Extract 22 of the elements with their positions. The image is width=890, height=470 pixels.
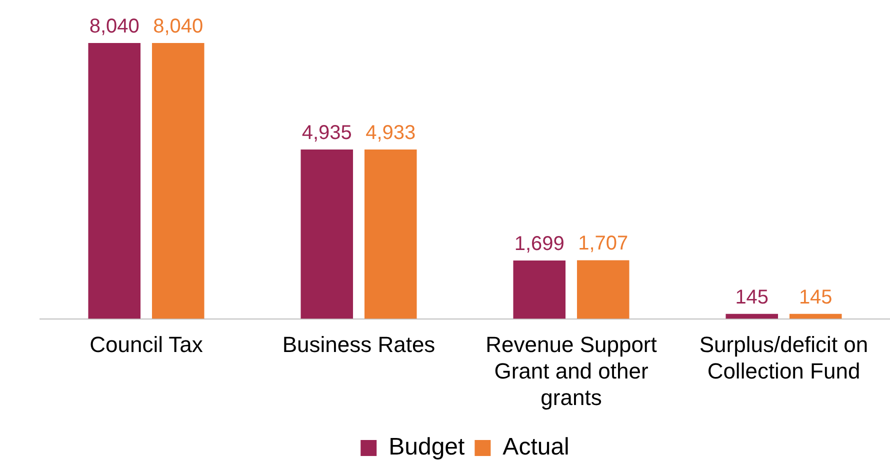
bar — [152, 42, 204, 319]
bar — [364, 150, 417, 319]
bar — [789, 314, 842, 319]
data-label: 4,935 — [302, 122, 352, 144]
data-label: 1,699 — [514, 233, 564, 256]
data-label: 8,040 — [89, 15, 140, 38]
legend-label: Budget — [388, 434, 466, 461]
data-label: 145 — [798, 286, 832, 308]
x-tick-label: Surplus/deficit on Collection Fund — [699, 332, 868, 384]
data-label: 4,933 — [366, 122, 416, 144]
x-tick-label: Business Rates — [282, 332, 436, 358]
bar — [300, 149, 354, 319]
x-tick-label: Council Tax — [90, 332, 203, 358]
data-label: 8,040 — [153, 15, 204, 38]
x-tick-label: Revenue Support Grant and other grants — [486, 332, 657, 410]
bar — [576, 260, 630, 319]
data-label: 1,707 — [578, 232, 628, 255]
bar — [88, 42, 141, 319]
data-label: 145 — [735, 286, 769, 308]
bar — [726, 314, 778, 319]
legend-label: Actual — [502, 434, 570, 461]
bar — [513, 260, 566, 319]
